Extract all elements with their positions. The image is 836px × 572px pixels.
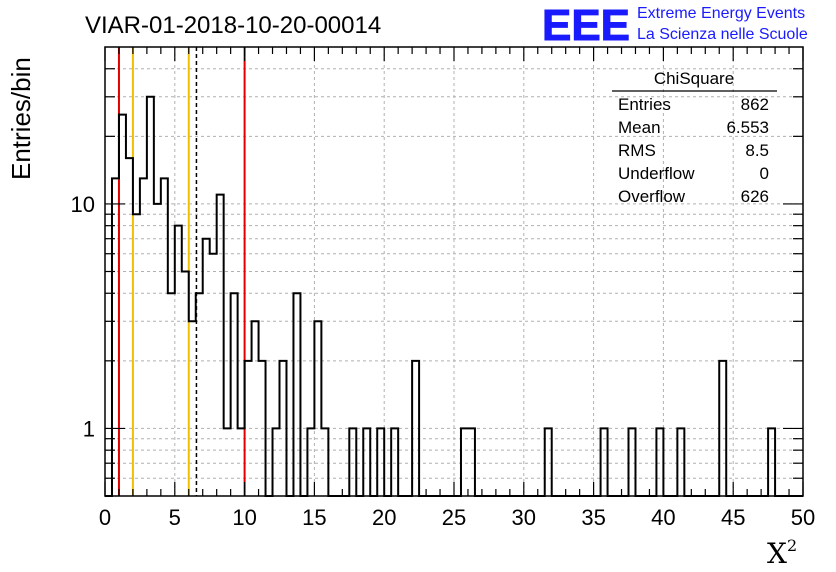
stats-label: Overflow	[618, 187, 686, 206]
x-axis-label: X2	[767, 536, 797, 570]
histogram-bin	[210, 254, 217, 496]
histogram-bin	[133, 214, 140, 496]
x-tick-label: 0	[99, 505, 111, 530]
x-axis-label-main: X	[767, 537, 787, 570]
eee-logo: EEE Extreme Energy Events La Scienza nel…	[542, 1, 808, 51]
x-tick-label: 40	[651, 505, 675, 530]
stats-value: 6.553	[726, 118, 769, 137]
x-tick-label: 35	[581, 505, 605, 530]
grid-layer	[105, 47, 803, 496]
stats-value: 862	[741, 95, 769, 114]
stats-title: ChiSquare	[654, 69, 734, 88]
histogram-bin	[252, 321, 259, 496]
stats-label: Underflow	[618, 164, 695, 183]
x-tick-label: 25	[442, 505, 466, 530]
histogram-bin	[293, 293, 300, 496]
stats-label: RMS	[618, 141, 656, 160]
stats-box: ChiSquare Entries 862 Mean 6.553 RMS 8.5 Under…	[612, 69, 777, 206]
logo-letters: EEE	[542, 1, 630, 50]
y-tick-label: 10	[71, 192, 95, 217]
x-axis-label-sup: 2	[787, 536, 797, 555]
x-tick-label: 20	[372, 505, 396, 530]
histogram-bin	[203, 239, 210, 496]
stats-value: 8.5	[745, 141, 769, 160]
chart-title: VIAR-01-2018-10-20-00014	[85, 12, 381, 39]
histogram-bin	[126, 158, 133, 496]
histogram-bin	[168, 293, 175, 496]
histogram-bin	[189, 321, 196, 496]
x-tick-label: 30	[512, 505, 536, 530]
y-tick-label: 1	[83, 416, 95, 441]
axis-ticks	[104, 47, 804, 496]
x-tick-label: 5	[169, 505, 181, 530]
x-tick-label: 15	[302, 505, 326, 530]
logo-line2: La Scienza nelle Scuole	[637, 26, 808, 43]
x-tick-label: 10	[232, 505, 256, 530]
histogram-bin	[154, 204, 161, 496]
histogram-bin	[217, 195, 224, 496]
stats-label: Mean	[618, 118, 661, 137]
stats-rows: Entries 862 Mean 6.553 RMS 8.5 Underflow 0 Overf…	[618, 95, 769, 206]
logo-line1: Extreme Energy Events	[637, 5, 805, 22]
tick-labels: 0 5 10 15 20 25 30 35 40 45 50 1 10	[71, 192, 816, 530]
stats-value: 0	[760, 164, 769, 183]
histogram-bin	[182, 272, 189, 497]
stats-label: Entries	[618, 95, 671, 114]
y-axis-label: Entries/bin	[6, 57, 36, 180]
histogram-bin	[314, 321, 321, 496]
stats-value: 626	[741, 187, 769, 206]
x-tick-label: 45	[721, 505, 745, 530]
histogram-bin	[231, 293, 238, 496]
histogram-bin	[147, 97, 154, 496]
x-tick-label: 50	[791, 505, 815, 530]
